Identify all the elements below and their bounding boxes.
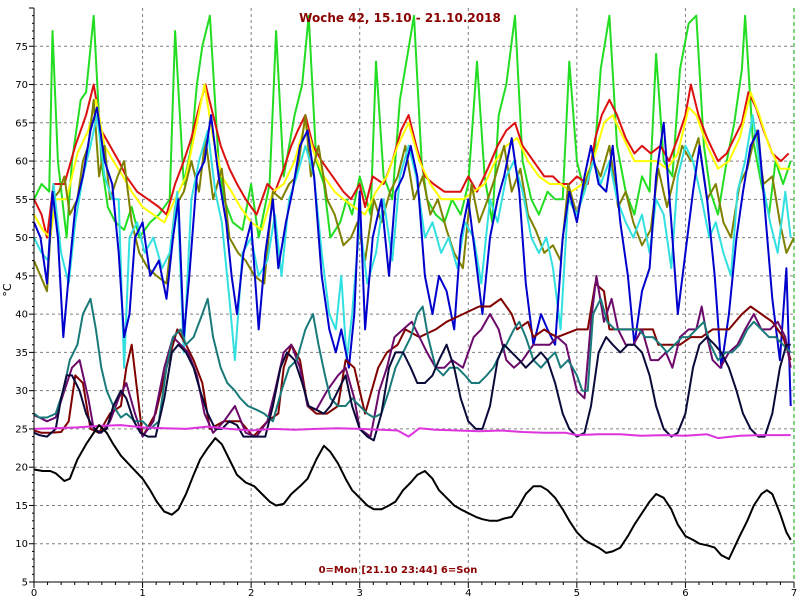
series-line-5 bbox=[33, 114, 792, 369]
series-line-8 bbox=[33, 274, 792, 438]
series-line-12 bbox=[33, 424, 792, 560]
x-tick-label: 0 bbox=[31, 588, 37, 599]
y-tick-label: 35 bbox=[15, 348, 28, 359]
series-line-9 bbox=[33, 297, 792, 430]
axes bbox=[29, 7, 795, 588]
y-tick-label: 45 bbox=[15, 271, 28, 282]
y-axis-label: °C bbox=[1, 283, 14, 297]
y-tick-label: 40 bbox=[15, 310, 28, 321]
y-tick-label: 70 bbox=[15, 80, 28, 91]
y-tick-label: 50 bbox=[15, 233, 28, 244]
series-line-10 bbox=[33, 336, 791, 442]
x-tick-label: 1 bbox=[139, 588, 145, 599]
y-tick-label: 75 bbox=[15, 42, 28, 53]
y-tick-label: 20 bbox=[15, 463, 28, 474]
y-tick-label: 25 bbox=[15, 424, 28, 435]
x-tick-label: 7 bbox=[791, 588, 797, 599]
x-tick-label: 2 bbox=[248, 588, 254, 599]
y-tick-label: 10 bbox=[15, 539, 28, 550]
series-line-6 bbox=[33, 106, 792, 407]
y-tick-label: 65 bbox=[15, 118, 28, 129]
series-line-11 bbox=[33, 424, 791, 440]
chart-title: Woche 42, 15.10 - 21.10.2018 bbox=[299, 11, 501, 25]
y-tick-label: 15 bbox=[15, 501, 28, 512]
y-tick-label: 5 bbox=[22, 578, 28, 589]
y-tick-label: 55 bbox=[15, 195, 28, 206]
x-tick-label: 6 bbox=[682, 588, 688, 599]
series-lines bbox=[33, 14, 795, 560]
series-line-2 bbox=[33, 83, 790, 239]
x-tick-label: 3 bbox=[357, 588, 363, 599]
y-tick-label: 60 bbox=[15, 157, 28, 168]
y-tick-label: 30 bbox=[15, 386, 28, 397]
x-tick-label: 5 bbox=[574, 588, 580, 599]
x-tick-label: 4 bbox=[465, 588, 471, 599]
chart-footer: 0=Mon [21.10 23:44] 6=Son bbox=[319, 565, 478, 576]
series-line-4 bbox=[33, 98, 795, 293]
series-line-3 bbox=[33, 83, 791, 239]
